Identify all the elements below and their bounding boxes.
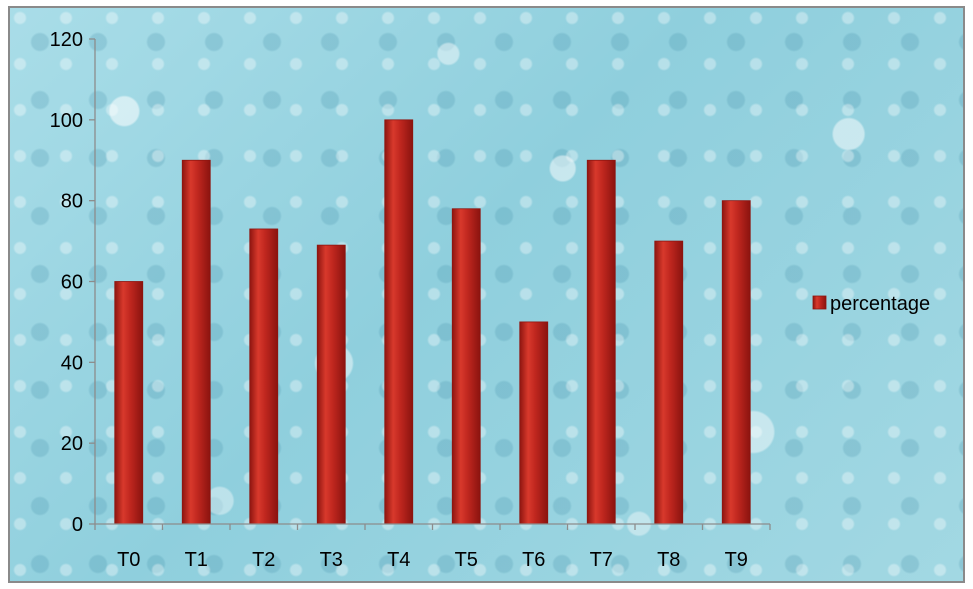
y-tick-label: 100 [50,110,83,132]
x-axis-ticks: T0 T1 T2 T3 T4 T5 T6 T7 T8 T9 [94,524,771,571]
bar-t3 [316,244,346,525]
y-axis-ticks: 0 20 40 60 80 100 120 [50,29,95,536]
y-tick-label: 40 [61,352,83,374]
x-tick-label: T0 [117,549,140,571]
x-tick-label: T5 [455,549,478,571]
x-tick-label: T4 [387,549,410,571]
x-tick-label: T2 [252,549,275,571]
x-tick-label: T8 [657,549,680,571]
y-tick-label: 80 [61,191,83,213]
bar-chart: 0 20 40 60 80 100 120 T0 T1 T2 T3 T4 T5 T6 T7 T8 T9 per… [50,29,930,571]
y-tick-label: 0 [72,514,83,536]
bar-t7 [586,159,616,525]
x-tick-label: T7 [590,549,613,571]
y-tick-label: 20 [61,433,83,455]
legend-label: percentage [830,293,930,315]
y-tick-label: 60 [61,272,83,294]
bar-t4 [384,119,414,525]
bar-t0 [114,281,144,525]
bar-t6 [519,321,549,525]
x-tick-label: T6 [522,549,545,571]
x-tick-label: T1 [185,549,208,571]
y-tick-label: 120 [50,29,83,51]
legend-swatch [812,295,827,310]
bar-t1 [181,159,211,525]
bar-t5 [451,208,481,525]
bar-series [114,119,751,525]
chart-area: 0 20 40 60 80 100 120 T0 T1 T2 T3 T4 T5 T6 T7 T8 T9 per… [8,6,965,583]
bar-t2 [249,228,279,525]
x-tick-label: T9 [725,549,748,571]
bar-t9 [721,200,751,525]
x-tick-label: T3 [320,549,343,571]
legend: percentage [812,293,930,315]
bar-t8 [654,240,684,525]
